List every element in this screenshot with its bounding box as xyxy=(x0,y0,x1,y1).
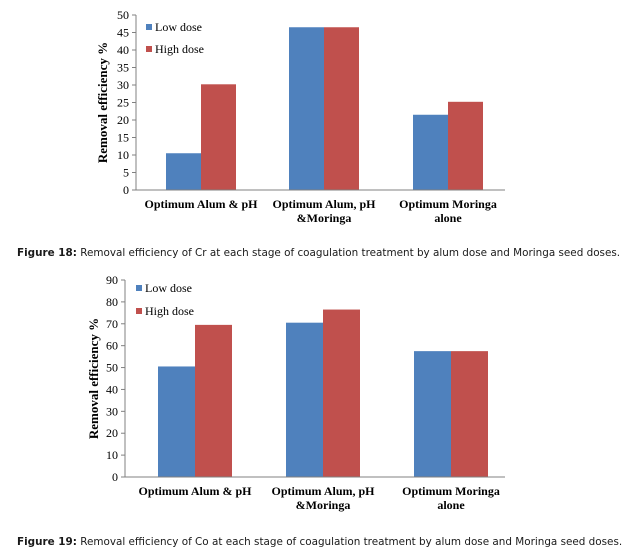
x-category-label: &Moringa xyxy=(296,498,351,512)
y-tick-label: 15 xyxy=(117,131,129,145)
legend-label: Low dose xyxy=(155,20,202,34)
y-tick-label: 70 xyxy=(106,317,118,331)
x-category-label: Optimum Alum, pH xyxy=(272,197,376,211)
bar-high-dose xyxy=(451,351,488,477)
bar-low-dose xyxy=(413,114,448,190)
y-tick-label: 35 xyxy=(117,61,129,75)
y-tick-label: 80 xyxy=(106,295,118,309)
bar-low-dose xyxy=(158,366,195,477)
co-chart-svg: 0 10 20 30 40 50 60 70 80 90 Optimum Alum & pH Opti… xyxy=(86,273,505,512)
x-category-label: Optimum Alum, pH xyxy=(271,484,375,498)
x-category-label: Optimum Moringa xyxy=(402,484,500,498)
legend-label: High dose xyxy=(145,304,194,318)
y-axis-title: Removal efficiency % xyxy=(95,42,110,163)
bar-low-dose xyxy=(166,153,201,190)
y-tick-label: 45 xyxy=(117,26,129,40)
y-tick-label: 25 xyxy=(117,96,129,110)
bar-high-dose xyxy=(323,309,360,477)
x-category-label: Optimum Moringa xyxy=(399,197,497,211)
figure-18-label: Figure 18: xyxy=(17,247,77,259)
bar-high-dose xyxy=(195,324,232,477)
bar-high-dose xyxy=(448,101,483,190)
x-category-label: &Moringa xyxy=(297,211,352,225)
legend-swatch xyxy=(136,308,142,314)
x-category-label: Optimum Alum & pH xyxy=(144,197,258,211)
y-tick-label: 5 xyxy=(123,166,129,180)
bar-low-dose xyxy=(414,351,451,477)
bar-low-dose xyxy=(289,27,324,190)
figure-19-caption: Figure 19: Removal efficiency of Co at e… xyxy=(17,536,622,548)
figure-18-caption: Figure 18: Removal efficiency of Cr at e… xyxy=(17,247,620,259)
figure-19-label: Figure 19: xyxy=(17,536,77,548)
legend-swatch xyxy=(146,24,152,30)
co-removal-chart: 0 10 20 30 40 50 60 70 80 90 Optimum Alum & pH Opti… xyxy=(0,268,625,524)
legend-swatch xyxy=(146,46,152,52)
y-tick-label: 60 xyxy=(106,339,118,353)
legend-swatch xyxy=(136,285,142,291)
y-tick-label: 0 xyxy=(112,470,118,484)
x-category-label: alone xyxy=(437,498,465,512)
y-tick-label: 0 xyxy=(123,183,129,197)
y-tick-label: 40 xyxy=(117,43,129,57)
y-tick-label: 40 xyxy=(106,382,118,396)
y-axis-title: Removal efficiency % xyxy=(86,318,101,439)
y-tick-label: 30 xyxy=(117,78,129,92)
bar-high-dose xyxy=(201,84,236,190)
cr-removal-chart: 0 5 10 15 20 25 30 35 40 45 50 Optimum Alum & pH Opt… xyxy=(0,0,625,240)
x-category-label: Optimum Alum & pH xyxy=(138,484,252,498)
y-tick-label: 10 xyxy=(117,148,129,162)
y-tick-label: 50 xyxy=(106,361,118,375)
y-tick-label: 20 xyxy=(106,426,118,440)
bar-high-dose xyxy=(324,27,359,190)
y-tick-label: 90 xyxy=(106,273,118,287)
legend-label: Low dose xyxy=(145,281,192,295)
figure-19-text: Removal efficiency of Co at each stage o… xyxy=(76,536,623,548)
y-tick-label: 10 xyxy=(106,448,118,462)
y-tick-label: 20 xyxy=(117,113,129,127)
bar-low-dose xyxy=(286,322,323,477)
y-tick-label: 50 xyxy=(117,8,129,22)
legend-label: High dose xyxy=(155,42,204,56)
cr-chart-svg: 0 5 10 15 20 25 30 35 40 45 50 Optimum Alum & pH Opt… xyxy=(95,8,505,225)
x-category-label: alone xyxy=(434,211,462,225)
figure-18-text: Removal efficiency of Cr at each stage o… xyxy=(76,247,621,259)
y-tick-label: 30 xyxy=(106,404,118,418)
